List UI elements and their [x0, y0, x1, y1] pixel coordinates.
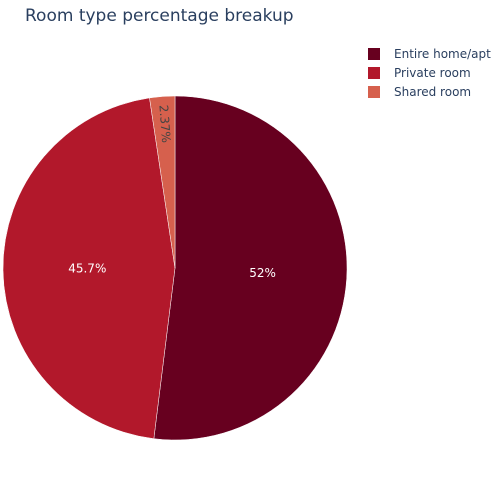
legend-swatch-private-room: [368, 67, 380, 79]
legend-swatch-shared-room: [368, 86, 380, 98]
slices-layer: [3, 96, 347, 440]
legend-label-private-room: Private room: [394, 66, 471, 80]
legend-item-entire-home[interactable]: Entire home/apt: [368, 47, 491, 61]
legend-label-entire-home: Entire home/apt: [394, 47, 491, 61]
legend-item-shared-room[interactable]: Shared room: [368, 85, 471, 99]
legend: Entire home/apt Private room Shared room: [368, 47, 491, 99]
slice-label-entire-home: 52%: [249, 266, 276, 280]
chart-title: Room type percentage breakup: [25, 6, 294, 26]
slice-label-shared-room: 2.37%: [156, 104, 173, 143]
legend-label-shared-room: Shared room: [394, 85, 471, 99]
legend-item-private-room[interactable]: Private room: [368, 66, 471, 80]
slice-label-private-room: 45.7%: [68, 262, 106, 276]
legend-swatch-entire-home: [368, 48, 380, 60]
